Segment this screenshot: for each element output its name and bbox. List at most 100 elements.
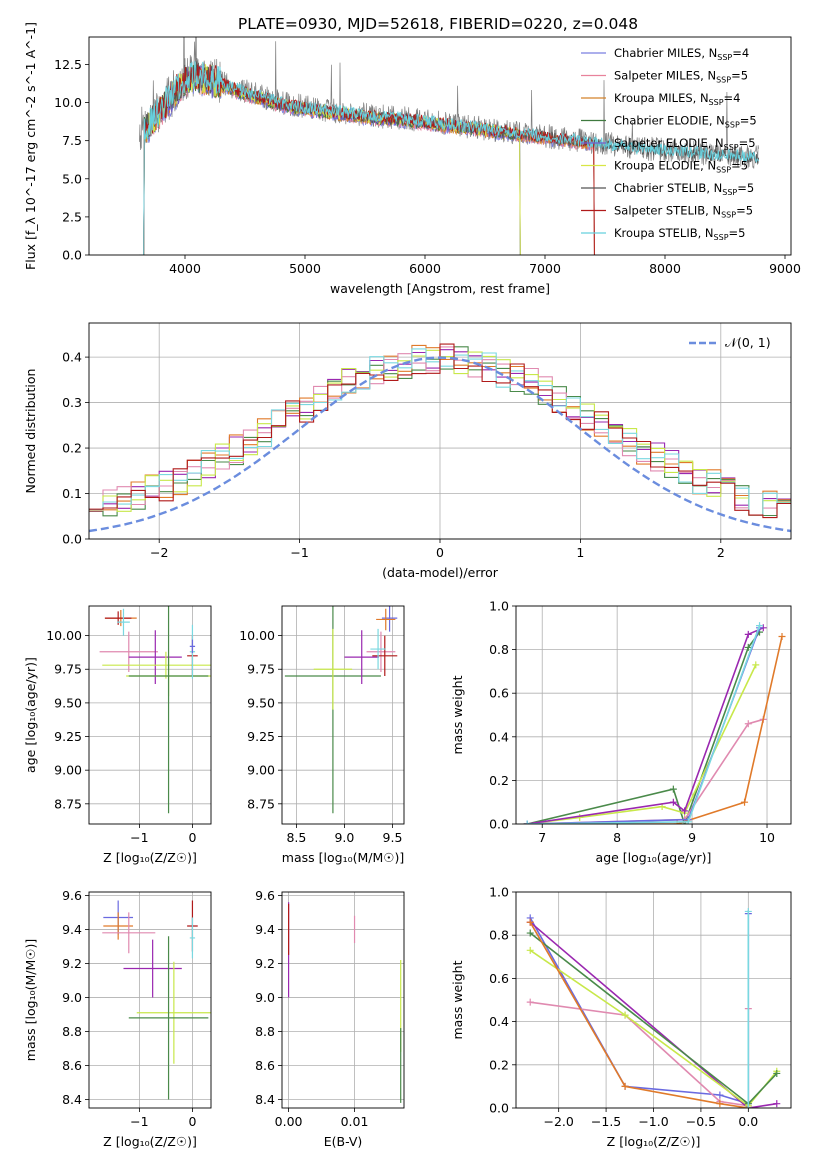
plots: 4000 5000 6000 7000 8000 90000.02.55.07.510.0… (23, 22, 801, 1149)
x-tick-label: 6000 (409, 261, 441, 276)
y-tick-label: 0.0 (489, 817, 509, 832)
x-tick-label: 1 (576, 545, 584, 560)
y-tick-label: 9.2 (62, 956, 82, 971)
x-axis-label: E(B-V) (324, 1134, 363, 1149)
y-tick-label: 9.6 (62, 888, 82, 903)
x-tick-label: −1 (290, 545, 308, 560)
data-point (576, 813, 584, 821)
x-tick-label: −1 (130, 1114, 148, 1129)
y-tick-label: 0.3 (62, 395, 82, 410)
data-point (716, 1091, 724, 1099)
data-point (621, 1011, 629, 1019)
legend-label: 𝒩(0, 1) (725, 335, 771, 350)
series-line (529, 921, 777, 1108)
x-tick-label: 0 (188, 1114, 196, 1129)
data-point (744, 1104, 752, 1108)
model-spectrum (139, 61, 759, 255)
series-line (527, 636, 783, 824)
x-tick-label: 0.01 (341, 1114, 369, 1129)
y-tick-label: 0.4 (489, 729, 509, 744)
y-tick-label: 8.6 (62, 1058, 82, 1073)
error-bar-point (381, 606, 398, 632)
y-tick-label: 0.8 (489, 928, 509, 943)
data-point (681, 807, 689, 815)
x-tick-label: −0.5 (686, 1114, 716, 1129)
x-tick-label: 9.0 (334, 830, 354, 845)
error-bar-point (376, 608, 396, 631)
legend-label: Salpeter MILES, NSSP=5 (614, 69, 748, 85)
x-tick-label: 0 (436, 545, 444, 560)
y-tick-label: 0.6 (489, 971, 509, 986)
legend-label: Kroupa STELIB, NSSP=5 (614, 226, 745, 242)
data-point (526, 918, 534, 926)
legend-label: Salpeter STELIB, NSSP=5 (614, 204, 753, 220)
y-tick-label: 5.0 (62, 171, 82, 186)
y-tick-label: 0.4 (62, 350, 82, 365)
x-tick-label: 5000 (289, 261, 321, 276)
error-bar-point (366, 631, 396, 672)
error-bar-point (313, 628, 353, 710)
plot-area (287, 902, 402, 1103)
y-tick-label: 0.0 (489, 1101, 509, 1116)
error-bar-point (128, 936, 209, 1100)
x-tick-label: 7 (538, 830, 546, 845)
error-bar-point (117, 608, 130, 636)
y-axis-label: Normed distribution (23, 369, 38, 494)
x-tick-label: 8.5 (286, 830, 306, 845)
y-tick-label: 9.00 (247, 763, 275, 778)
x-axis-label: wavelength [Angstrom, rest frame] (330, 281, 550, 296)
x-tick-label: 0 (188, 830, 196, 845)
y-tick-label: 9.0 (62, 990, 82, 1005)
y-tick-label: 1.0 (489, 599, 509, 614)
data-point (716, 1100, 724, 1108)
plot-area (89, 343, 791, 533)
legend-entry: Kroupa ELODIE, NSSP=5 (581, 159, 748, 175)
panel-residuals: −2 −1 0 1 2 0.0 0.1 0.2 0.3 0.4 (data-model)/error… (23, 322, 792, 580)
x-axis-label: (data-model)/error (382, 565, 499, 580)
plot-area (284, 606, 398, 814)
data-point (744, 720, 752, 728)
x-tick-label: 9.5 (383, 830, 403, 845)
data-point (526, 946, 534, 954)
error-bar-point (136, 961, 211, 1064)
x-axis-label: Z [log₁₀(Z/Z☉)] (103, 1134, 197, 1149)
legend-entry: Chabrier STELIB, NSSP=5 (581, 181, 754, 197)
error-bar-point (123, 939, 182, 998)
data-point (744, 630, 752, 638)
x-axis-label: age [log₁₀(age/yr)] (596, 850, 712, 865)
y-tick-label: 8.8 (255, 1024, 275, 1039)
axes-frame (281, 891, 405, 1109)
y-tick-label: 9.0 (255, 990, 275, 1005)
data-point (773, 1069, 781, 1077)
legend-label: Chabrier MILES, NSSP=4 (614, 46, 749, 62)
legend-entry: Kroupa MILES, NSSP=4 (581, 91, 740, 107)
y-tick-label: 1.0 (489, 885, 509, 900)
x-tick-label: −2 (150, 545, 168, 560)
y-tick-label: 9.2 (255, 956, 275, 971)
y-axis-label: mass weight (450, 675, 465, 754)
axes-frame (88, 322, 792, 540)
figure-title: PLATE=0930, MJD=52618, FIBERID=0220, z=0… (238, 15, 638, 33)
panel-mass_vs_Z: −1 0 8.4 8.6 8.8 9.0 9.2 9.4 9.6 Z [log₁₀(Z/Z☉)] m… (23, 888, 212, 1149)
plot-area (102, 900, 211, 1100)
y-tick-label: 9.50 (54, 695, 82, 710)
legend-entry: Salpeter ELODIE, NSSP=5 (581, 136, 756, 152)
panel-mass_weight_vs_Z: −2.0 −1.5 −1.0 −0.5 0.0 0.0 0.2 0.4 0.6 0.8 1.0 Z [… (450, 885, 792, 1149)
legend-label: Salpeter ELODIE, NSSP=5 (614, 136, 756, 152)
x-tick-label: 7000 (529, 261, 561, 276)
legend-entry: Chabrier ELODIE, NSSP=5 (581, 114, 757, 130)
axes-frame (515, 891, 792, 1109)
data-point (756, 622, 764, 630)
error-bar-point (189, 917, 196, 959)
x-tick-label: 8 (613, 830, 621, 845)
data-point (523, 820, 531, 824)
error-bar-point (128, 630, 182, 685)
error-bar-point (372, 635, 398, 676)
y-tick-label: 9.75 (247, 662, 275, 677)
x-tick-label: 9 (688, 830, 696, 845)
panel-age_vs_mass: 8.5 9.0 9.5 8.75 9.00 9.25 9.50 9.75 10.00 mass [… (239, 605, 405, 865)
legend-entry: Salpeter MILES, NSSP=5 (581, 69, 748, 85)
y-tick-label: 0.4 (489, 1014, 509, 1029)
y-tick-label: 8.75 (247, 796, 275, 811)
